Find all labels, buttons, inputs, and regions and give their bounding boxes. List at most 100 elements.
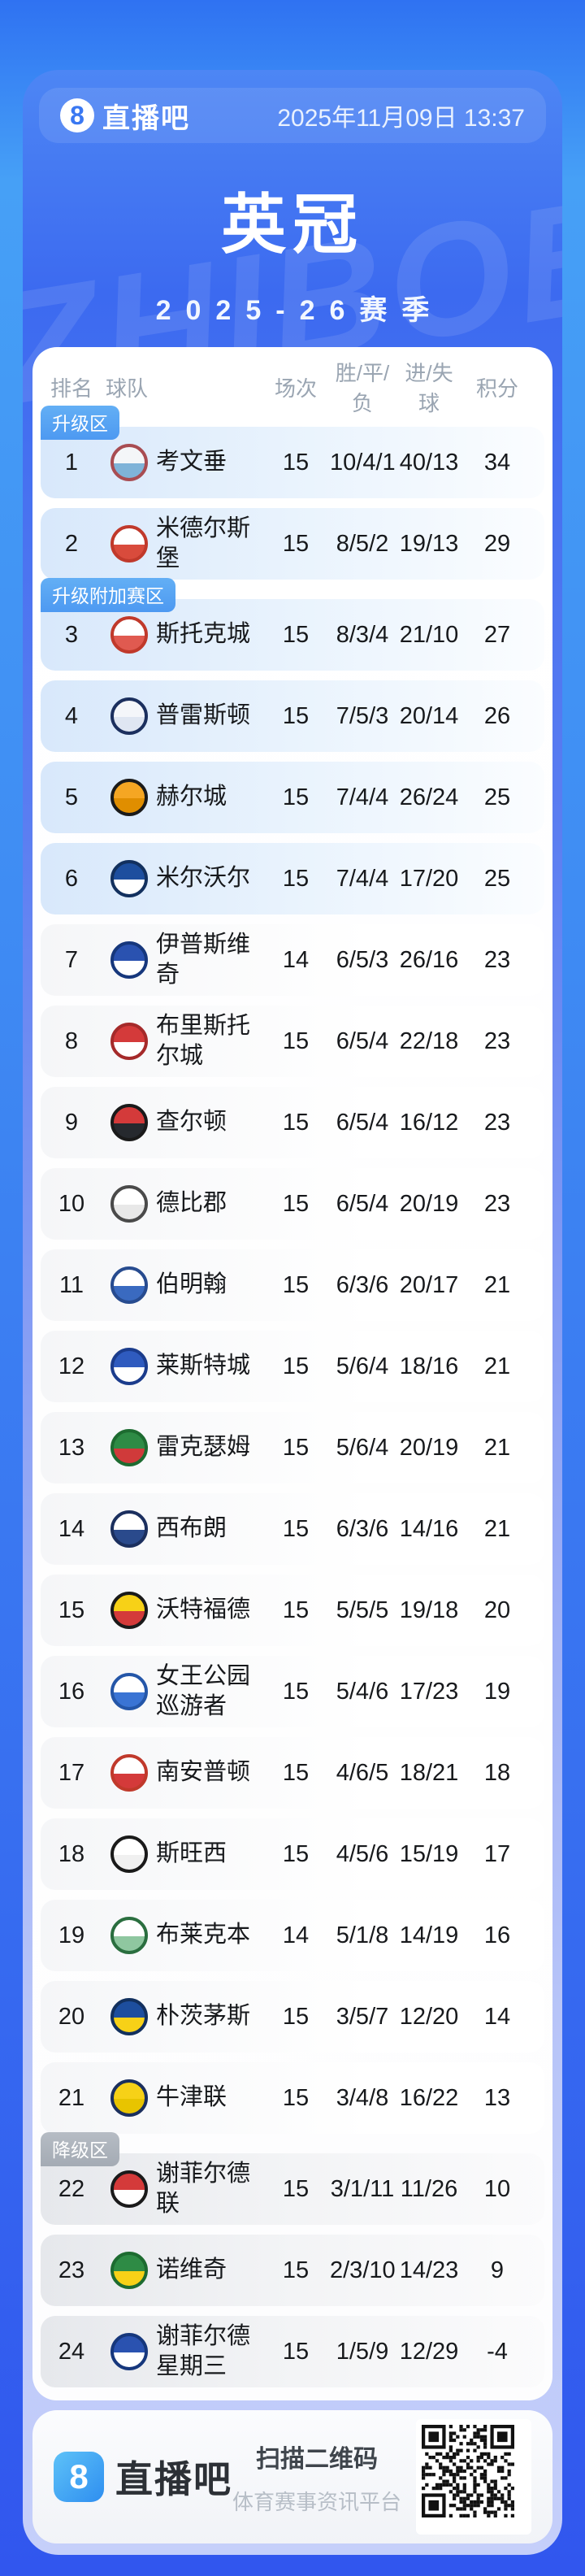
rank-cell: 16 [58,1678,85,1705]
rank-cell: 13 [58,1434,85,1461]
team-logo [102,697,156,735]
table-row[interactable]: 降级区 22 谢菲尔德联 15 3/1/11 11/26 10 [41,2132,544,2225]
team-name-cell: 布里斯托尔城 [156,1012,251,1069]
team-crest-icon [110,1104,148,1141]
qr-subtitle: 体育赛事资讯平台 [232,2489,402,2514]
rank-cell: 12 [58,1353,85,1379]
table-row[interactable]: 9 查尔顿 15 6/5/4 16/12 23 [41,1087,544,1158]
table-row[interactable]: 8 布里斯托尔城 15 6/5/4 22/18 23 [41,1006,544,1077]
rank-cell: 5 [64,784,79,810]
table-row[interactable]: 14 西布朗 15 6/3/6 14/16 21 [41,1493,544,1565]
points-cell: 23 [483,1027,511,1054]
points-cell: 21 [483,1271,511,1298]
table-row[interactable]: 4 普雷斯顿 15 7/5/3 20/14 26 [41,680,544,752]
team-crest-icon [110,1592,148,1629]
table-row[interactable]: 12 莱斯特城 15 5/6/4 18/16 21 [41,1331,544,1402]
team-logo [102,525,156,563]
points-cell: 14 [483,2003,511,2030]
team-name-cell: 朴茨茅斯 [156,2003,251,2030]
table-row[interactable]: 7 伊普斯维奇 14 6/5/3 26/16 23 [41,924,544,996]
table-row[interactable]: 6 米尔沃尔 15 7/4/4 17/20 25 [41,843,544,914]
zhibo8-footer-icon: 8 [54,2452,104,2502]
points-cell: 23 [483,946,511,973]
team-crest-icon [110,616,148,654]
table-row[interactable]: 19 布莱克本 14 5/1/8 14/19 16 [41,1900,544,1971]
played-cell: 15 [282,865,310,892]
team-logo [102,941,156,979]
goals-cell: 19/18 [399,1596,459,1623]
win-draw-loss-cell: 5/6/4 [336,1434,389,1461]
points-cell: 13 [483,2084,511,2111]
table-row[interactable]: 16 女王公园巡游者 15 5/4/6 17/23 19 [41,1656,544,1727]
team-name-cell: 莱斯特城 [156,1353,251,1379]
team-logo [102,1835,156,1873]
team-name-cell: 伯明翰 [156,1271,228,1298]
team-name-cell: 查尔顿 [156,1109,228,1136]
zhibo8-icon: 8 [60,98,94,132]
win-draw-loss-cell: 7/4/4 [336,784,389,810]
table-row[interactable]: 10 德比郡 15 6/5/4 20/19 23 [41,1168,544,1240]
team-logo [102,1185,156,1223]
table-row[interactable]: 23 诺维奇 15 2/3/10 14/23 9 [41,2235,544,2306]
win-draw-loss-cell: 6/5/4 [336,1027,389,1054]
zone-badge: 降级区 [41,2132,119,2166]
team-crest-icon [110,2170,148,2208]
team-logo [102,1510,156,1548]
table-row[interactable]: 15 沃特福德 15 5/5/5 19/18 20 [41,1575,544,1646]
goals-cell: 26/16 [399,946,459,973]
played-cell: 14 [282,946,310,973]
team-logo [102,1023,156,1060]
team-logo [102,1673,156,1710]
team-logo [102,2079,156,2117]
team-name-cell: 西布朗 [156,1515,228,1542]
played-cell: 15 [282,1353,310,1379]
top-bar: 8 直播吧 2025年11月09日 13:37 [39,88,546,143]
win-draw-loss-cell: 8/3/4 [336,621,389,648]
goals-cell: 18/21 [399,1759,459,1786]
goals-cell: 12/20 [399,2003,459,2030]
team-name-cell: 普雷斯顿 [156,702,251,729]
goals-cell: 22/18 [399,1027,459,1054]
points-cell: 16 [483,1922,511,1948]
win-draw-loss-cell: 7/5/3 [336,702,389,729]
win-draw-loss-cell: 5/6/4 [336,1353,389,1379]
win-draw-loss-cell: 4/5/6 [336,1840,389,1867]
rank-cell: 4 [64,702,79,729]
team-logo [102,779,156,816]
table-row[interactable]: 11 伯明翰 15 6/3/6 20/17 21 [41,1249,544,1321]
points-cell: 23 [483,1190,511,1217]
table-row[interactable]: 24 谢菲尔德星期三 15 1/5/9 12/29 -4 [41,2316,544,2387]
team-crest-icon [110,525,148,563]
team-name-cell: 米德尔斯堡 [156,515,251,571]
points-cell: 21 [483,1353,511,1379]
table-row[interactable]: 21 牛津联 15 3/4/8 16/22 13 [41,2062,544,2134]
team-crest-icon [110,941,148,979]
table-row[interactable]: 13 雷克瑟姆 15 5/6/4 20/19 21 [41,1412,544,1483]
table-row[interactable]: 17 南安普顿 15 4/6/5 18/21 18 [41,1737,544,1809]
team-crest-icon [110,697,148,735]
table-row[interactable]: 升级区 1 考文垂 15 10/4/1 40/13 34 [41,406,544,498]
team-crest-icon [110,2079,148,2117]
team-crest-icon [110,444,148,481]
table-row[interactable]: 2 米德尔斯堡 15 8/5/2 19/13 29 [41,508,544,580]
table-row[interactable]: 20 朴茨茅斯 15 3/5/7 12/20 14 [41,1981,544,2053]
table-row[interactable]: 18 斯旺西 15 4/5/6 15/19 17 [41,1818,544,1890]
goals-cell: 40/13 [399,449,459,476]
col-header-goals: 进/失球 [405,361,453,415]
team-crest-icon [110,1023,148,1060]
table-row[interactable]: 5 赫尔城 15 7/4/4 26/24 25 [41,762,544,833]
win-draw-loss-cell: 6/5/4 [336,1190,389,1217]
played-cell: 15 [282,702,310,729]
goals-cell: 17/23 [399,1678,459,1705]
table-header-row: 排名 球队 场次 胜/平/负 进/失球 积分 [41,357,544,415]
team-logo [102,1348,156,1385]
team-crest-icon [110,1429,148,1466]
table-row[interactable]: 升级附加赛区 3 斯托克城 15 8/3/4 21/10 27 [41,578,544,671]
rank-cell: 10 [58,1190,85,1217]
rank-cell: 21 [58,2084,85,2111]
team-name-cell: 米尔沃尔 [156,865,251,892]
col-header-rank: 排名 [50,376,93,401]
footer-bar: 8 直播吧 扫描二维码 体育赛事资讯平台 [32,2410,552,2543]
rank-cell: 19 [58,1922,85,1948]
col-header-team: 球队 [106,376,149,401]
